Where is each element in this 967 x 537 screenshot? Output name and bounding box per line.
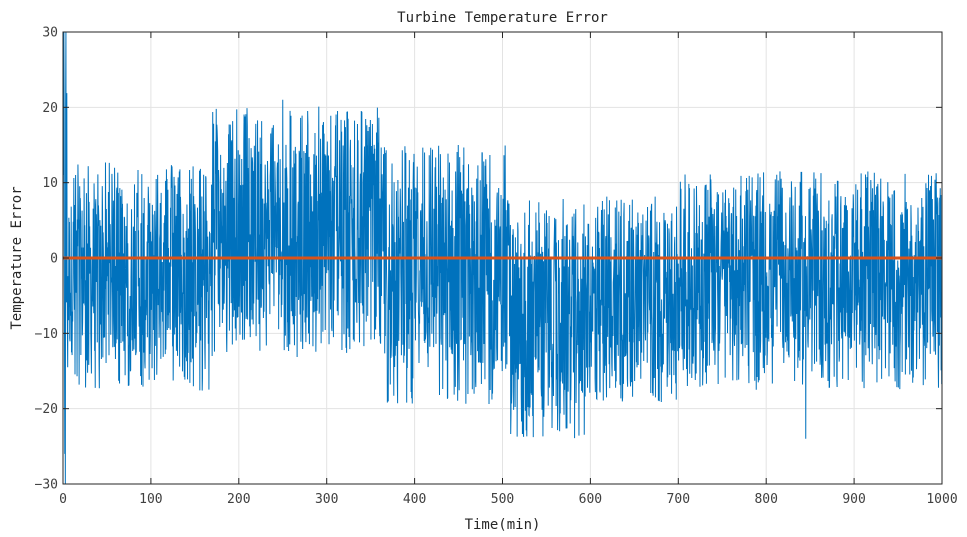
y-axis-label: Temperature Error: [9, 186, 25, 329]
x-tick-label: 600: [579, 492, 602, 507]
y-tick-label: −20: [35, 402, 58, 417]
chart-title: Turbine Temperature Error: [397, 10, 608, 26]
x-tick-label: 0: [59, 492, 67, 507]
y-tick-label: −30: [35, 478, 58, 493]
axes: 0 100 200 300 400 500 600 700 800 900 1000−30−20−1…: [35, 26, 958, 508]
y-tick-label: 20: [42, 101, 58, 116]
x-axis-label: Time(min): [465, 517, 541, 533]
y-tick-label: 30: [42, 26, 58, 41]
series-line-error: [62, 31, 943, 485]
x-tick-label: 400: [403, 492, 426, 507]
y-tick-label: 10: [42, 176, 58, 191]
x-tick-label: 100: [139, 492, 162, 507]
x-tick-label: 300: [315, 492, 338, 507]
y-tick-label: −10: [35, 327, 58, 342]
x-tick-label: 200: [227, 492, 250, 507]
x-tick-label: 700: [667, 492, 690, 507]
x-tick-label: 800: [754, 492, 777, 507]
plot-area: [62, 31, 943, 485]
x-tick-label: 900: [842, 492, 865, 507]
x-tick-label: 500: [491, 492, 514, 507]
x-tick-label: 1000: [926, 492, 957, 507]
y-tick-label: 0: [50, 252, 58, 267]
